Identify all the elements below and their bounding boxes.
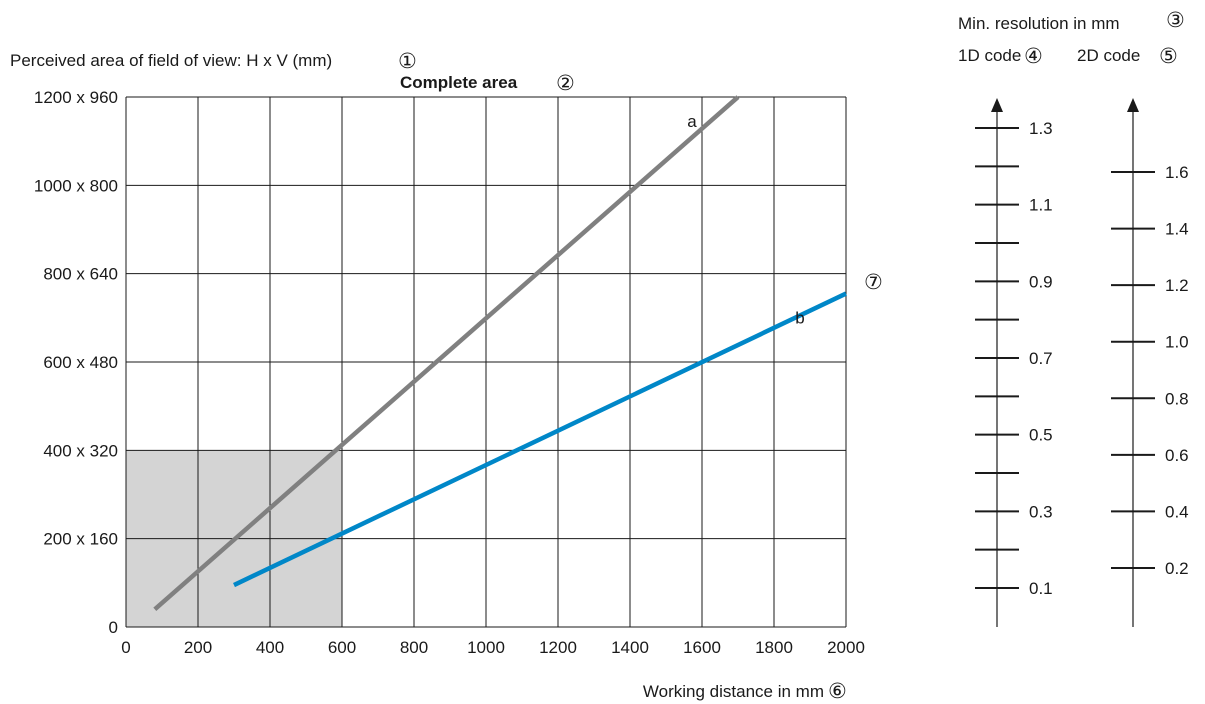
subtitle-marker: ② [556, 71, 575, 95]
axis-2d-tick-label: 0.2 [1165, 559, 1189, 578]
x-tick-label: 1000 [467, 638, 505, 657]
x-tick-label: 1800 [755, 638, 793, 657]
axis-2d-tick-label: 1.2 [1165, 276, 1189, 295]
chart-subtitle: Complete area [400, 73, 518, 92]
y-tick-label: 0 [109, 618, 118, 637]
resolution-title: Min. resolution in mm [958, 14, 1120, 33]
axis-1d-tick-label: 0.9 [1029, 272, 1053, 291]
y-tick-label: 800 x 640 [43, 265, 118, 284]
axis-1d-tick-label: 1.1 [1029, 196, 1053, 215]
axis-1d-label: 1D code [958, 46, 1021, 65]
x-axis-marker: ⑥ [828, 679, 847, 703]
x-tick-label: 800 [400, 638, 428, 657]
x-tick-label: 0 [121, 638, 130, 657]
series-label-a: a [687, 112, 697, 131]
series-line-b [233, 291, 847, 588]
x-tick-label: 2000 [827, 638, 865, 657]
series-label-b: b [795, 309, 804, 328]
series-line-a [153, 95, 740, 612]
x-axis-label: Working distance in mm [643, 682, 824, 701]
axis-2d-marker: ⑤ [1159, 44, 1178, 68]
y-axis-label: Perceived area of field of view: H x V (… [10, 51, 332, 70]
resolution-title-marker: ③ [1166, 8, 1185, 32]
axis-2d-label: 2D code [1077, 46, 1140, 65]
x-tick-label: 200 [184, 638, 212, 657]
y-tick-label: 200 x 160 [43, 530, 118, 549]
axis-2d-tick-label: 0.6 [1165, 446, 1189, 465]
x-tick-label: 1600 [683, 638, 721, 657]
y-tick-label: 600 x 480 [43, 353, 118, 372]
y-tick-label: 400 x 320 [43, 441, 118, 460]
axis-1d-tick-label: 1.3 [1029, 119, 1053, 138]
axis-1d-tick-label: 0.3 [1029, 502, 1053, 521]
axis-2d-arrow-icon [1127, 98, 1139, 112]
x-tick-label: 1200 [539, 638, 577, 657]
axis-2d-tick-label: 0.4 [1165, 502, 1189, 521]
y-axis-marker: ① [398, 49, 417, 73]
y-tick-label: 1200 x 960 [34, 88, 118, 107]
x-tick-label: 1400 [611, 638, 649, 657]
axis-2d-tick-label: 1.0 [1165, 333, 1189, 352]
axis-1d-arrow-icon [991, 98, 1003, 112]
axis-1d-tick-label: 0.1 [1029, 579, 1053, 598]
axis-1d-tick-label: 0.5 [1029, 426, 1053, 445]
y-tick-label: 1000 x 800 [34, 176, 118, 195]
x-tick-label: 600 [328, 638, 356, 657]
x-tick-label: 400 [256, 638, 284, 657]
axis-1d-marker: ④ [1024, 44, 1043, 68]
axis-2d-tick-label: 0.8 [1165, 389, 1189, 408]
axis-1d-tick-label: 0.7 [1029, 349, 1053, 368]
axis-2d-tick-label: 1.6 [1165, 163, 1189, 182]
series-marker: ⑦ [864, 270, 883, 294]
axis-2d-tick-label: 1.4 [1165, 220, 1189, 239]
